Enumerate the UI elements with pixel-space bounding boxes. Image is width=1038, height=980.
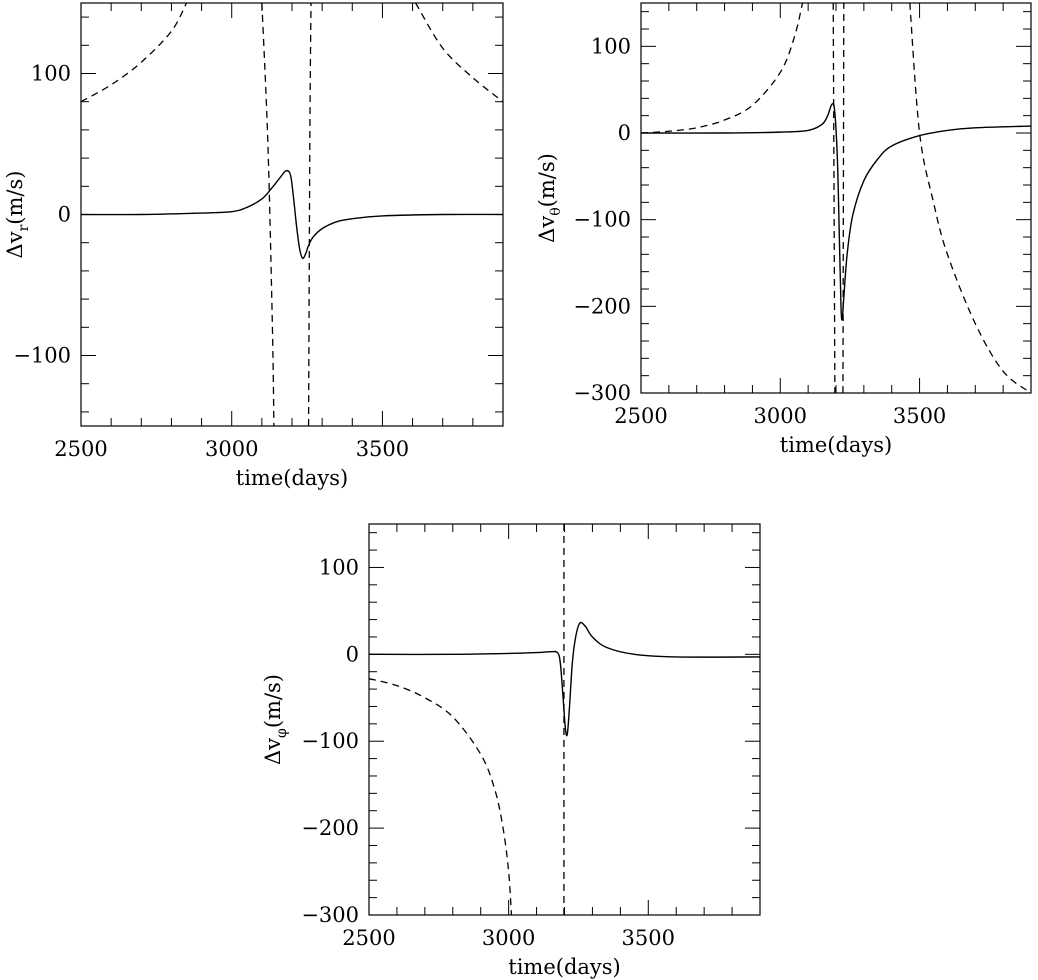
- chart-vphi-ytick-label: 0: [346, 642, 359, 666]
- chart-vtheta-xlabel: time(days): [780, 433, 893, 457]
- chart-vphi-series-0-solid: [369, 621, 760, 737]
- chart-vphi-xtick-label: 3500: [622, 926, 675, 950]
- chart-vtheta-ytick-label: 100: [591, 34, 631, 58]
- chart-vtheta-xtick-label: 3000: [754, 404, 807, 428]
- chart-vtheta-ytick-label: −200: [573, 294, 631, 318]
- chart-vtheta-series-2-dashed: [832, 3, 836, 393]
- chart-vr-ylabel-unit: (m/s): [3, 171, 27, 225]
- chart-vtheta-ytick-label: 0: [618, 121, 631, 145]
- chart-vphi-ylabel-main: Δv: [261, 738, 285, 765]
- chart-vtheta-ylabel-unit: (m/s): [535, 153, 559, 207]
- chart-vr-xlabel: time(days): [236, 466, 349, 490]
- chart-vr-ytick-label: −100: [13, 344, 71, 368]
- chart-vphi-series-1-dashed: [369, 678, 513, 915]
- chart-vr: 2500 3000 3500 −100 0 100 time(days) Δvr(m/s): [3, 2, 504, 490]
- chart-vr-ylabel-main: Δv: [3, 231, 27, 258]
- chart-vr-xtick-label: 3000: [205, 437, 258, 461]
- chart-vphi-xtick-label: 3000: [482, 926, 535, 950]
- chart-vtheta-xtick-label: 2500: [614, 404, 667, 428]
- chart-vphi-ytick-label: −300: [301, 903, 359, 927]
- chart-vr-ytick-label: 0: [58, 203, 71, 227]
- chart-vphi-xlabel: time(days): [508, 955, 621, 979]
- chart-vr-xtick-label: 3500: [356, 437, 409, 461]
- chart-vtheta-ylabel-sub: θ: [548, 207, 564, 215]
- chart-vphi: 2500 3000 3500 −300 −200 −100 0 100 time(days) Δv…: [261, 523, 761, 979]
- chart-vr-series-0-solid: [81, 169, 503, 260]
- chart-vr-ylabel: Δvr(m/s): [3, 171, 32, 259]
- chart-vphi-ylabel-unit: (m/s): [261, 674, 285, 728]
- chart-vtheta-xtick-label: 3500: [893, 404, 946, 428]
- chart-vphi-ytick-label: 100: [319, 555, 359, 579]
- chart-vtheta-ytick-label: −300: [573, 381, 631, 405]
- chart-vtheta-series-3-dashed: [842, 3, 845, 393]
- chart-vr-series-3-dashed: [307, 3, 312, 426]
- chart-vphi-ylabel: Δvφ(m/s): [261, 674, 290, 765]
- chart-vr-series-1-dashed: [81, 3, 188, 103]
- chart-vphi-ytick-label: −100: [301, 729, 359, 753]
- chart-vtheta: 2500 3000 3500 −300 −200 −100 0 100 time(days) Δv…: [535, 2, 1032, 457]
- chart-vr-ylabel-sub: r: [16, 224, 32, 231]
- chart-vtheta-plot-frame: [640, 2, 1032, 394]
- chart-vtheta-ytick-label: −100: [573, 208, 631, 232]
- chart-vtheta-series-4-dashed: [909, 3, 1031, 393]
- chart-vtheta-series-1-dashed: [641, 3, 804, 134]
- chart-vr-series-4-dashed: [415, 3, 503, 103]
- chart-vr-series-2-dashed: [261, 3, 275, 426]
- chart-vr-xtick-label: 2500: [54, 437, 107, 461]
- chart-vphi-ylabel-sub: φ: [274, 728, 290, 738]
- chart-vr-ytick-label: 100: [31, 62, 71, 86]
- chart-vtheta-ylabel: Δvθ(m/s): [535, 153, 564, 243]
- chart-vtheta-series-0-solid: [641, 102, 1031, 321]
- chart-vtheta-ylabel-main: Δv: [535, 216, 559, 243]
- chart-vphi-xtick-label: 2500: [342, 926, 395, 950]
- chart-vphi-ytick-label: −200: [301, 816, 359, 840]
